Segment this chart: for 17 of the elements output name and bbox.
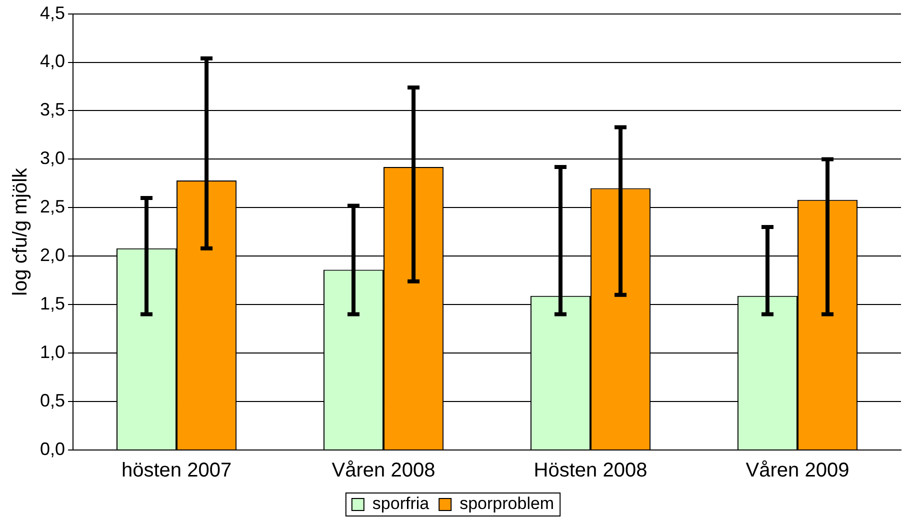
x-tick-label: Våren 2008	[332, 460, 436, 482]
legend-label: sporfria	[372, 494, 430, 514]
y-tick-label: 2,0	[40, 245, 66, 266]
y-tick-label: 0,5	[40, 390, 66, 410]
y-tick-label: 3,5	[40, 100, 66, 120]
y-tick-label: 3,0	[40, 148, 66, 168]
y-tick-label: 4,5	[40, 2, 66, 23]
y-tick-label: 4,0	[40, 51, 66, 72]
x-tick-label: Våren 2009	[746, 460, 850, 482]
y-axis-title: log cfu/g mjölk	[10, 166, 32, 296]
y-tick-label: 2,5	[40, 196, 66, 217]
y-tick-label: 1,5	[40, 294, 66, 314]
x-tick-label: hösten 2007	[121, 460, 232, 482]
y-tick-label: 0,0	[40, 438, 66, 459]
x-tick-label: Hösten 2008	[534, 460, 648, 482]
y-tick-label: 1,0	[40, 342, 66, 362]
legend-label: sporproblem	[460, 494, 554, 514]
